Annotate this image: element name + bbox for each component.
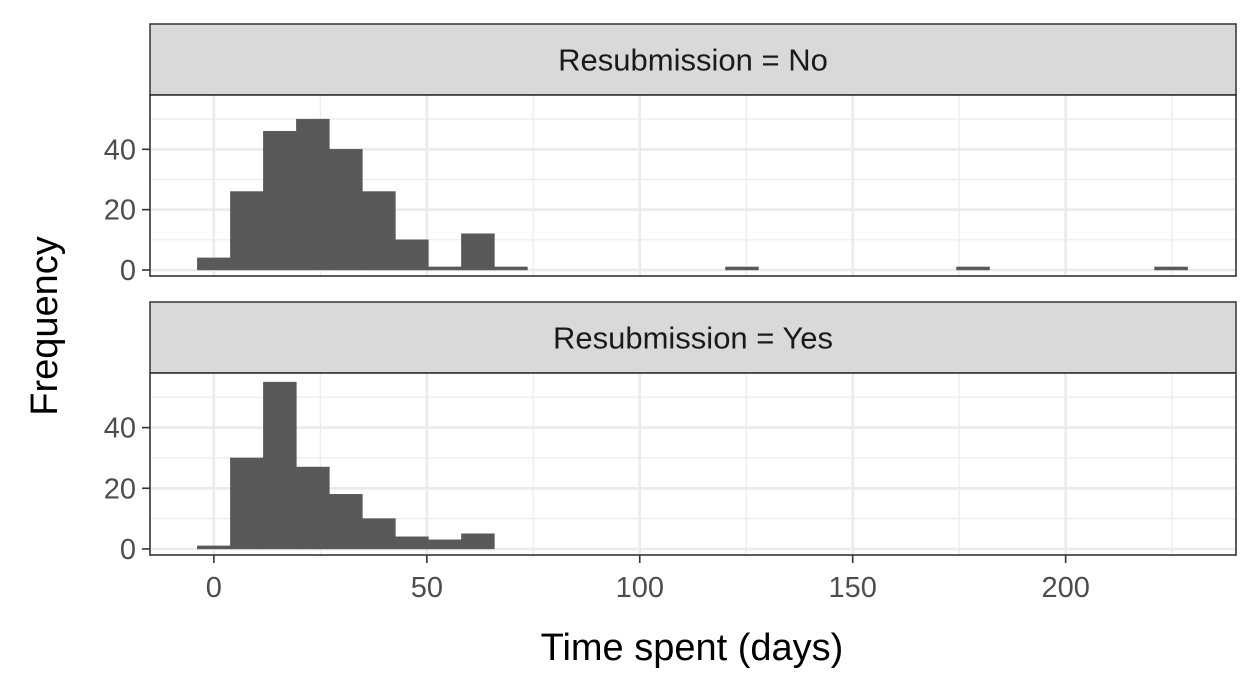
histogram-bar [230, 191, 264, 271]
x-tick-label: 200 [1041, 572, 1089, 604]
histogram-bar [428, 266, 462, 271]
histogram-bar [263, 130, 297, 271]
x-axis-title: Time spent (days) [541, 627, 844, 669]
x-tick-label: 100 [616, 572, 664, 604]
histogram-bar [362, 518, 396, 550]
facet-1: Resubmission = No 0 20 40 [104, 23, 1237, 287]
histogram-bar [395, 536, 429, 550]
histogram-bar [461, 533, 495, 550]
facet-2: Resubmission = Yes 0 20 40 [104, 301, 1237, 566]
histogram-bar [197, 545, 231, 550]
histogram-bar [725, 266, 759, 271]
y-axis-title: Frequency [24, 236, 66, 416]
histogram-bar [461, 233, 495, 271]
panel-border [149, 372, 1237, 556]
histogram-bar [362, 191, 396, 271]
x-tick-label: 0 [206, 572, 222, 604]
histogram-bar [230, 457, 264, 550]
y-tick-label: 0 [120, 534, 136, 566]
y-tick-label: 0 [120, 255, 136, 287]
histogram-bar [1154, 266, 1188, 271]
histogram-bar [296, 118, 330, 271]
panel-border [149, 94, 1237, 277]
histogram-bar [956, 266, 990, 271]
y-tick-label: 40 [104, 134, 136, 166]
histogram-bar [494, 266, 528, 271]
histogram-bar [296, 466, 330, 550]
histogram-bar [428, 539, 462, 550]
y-tick-label: 20 [104, 195, 136, 227]
y-tick-label: 40 [104, 413, 136, 445]
y-tick-label: 20 [104, 473, 136, 505]
histogram-bar [197, 257, 231, 271]
histogram-bar [263, 381, 297, 550]
x-tick-label: 150 [829, 572, 877, 604]
x-axis: 0 50 100 150 200 [206, 555, 1090, 604]
histogram-bar [395, 239, 429, 271]
facet-strip-label: Resubmission = Yes [553, 321, 833, 356]
histogram-bar [329, 494, 363, 550]
x-tick-label: 50 [411, 572, 443, 604]
facet-strip [149, 301, 1237, 374]
facet-strip-label: Resubmission = No [558, 43, 828, 78]
facet-strip [149, 23, 1237, 96]
histogram-bar [329, 149, 363, 271]
